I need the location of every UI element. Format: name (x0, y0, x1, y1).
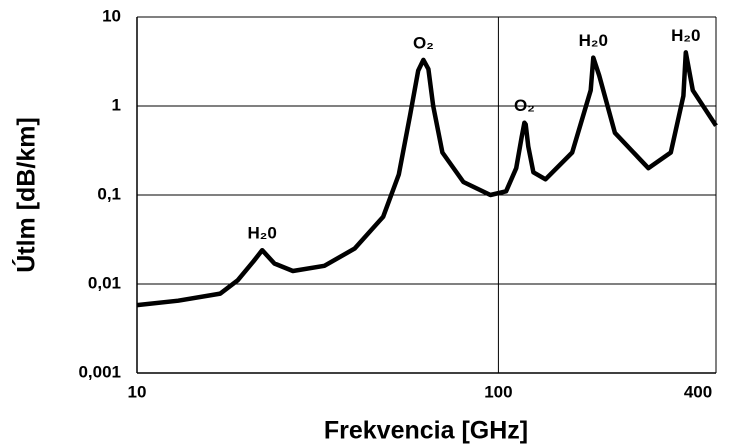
attenuation-line (136, 50, 718, 308)
y-tick-label: 1 (112, 95, 121, 114)
y-tick-label: 0,01 (88, 273, 121, 292)
x-tick-label: 100 (484, 382, 512, 401)
annotation: H₂0 (248, 224, 277, 243)
x-axis-title: Frekvencia [GHz] (324, 417, 528, 445)
annotation: O₂ (413, 33, 434, 52)
y-tick-label: 0,1 (97, 184, 121, 203)
annotation: O₂ (514, 96, 535, 115)
y-tick-label: 10 (102, 6, 121, 25)
annotation: H₂0 (671, 26, 700, 45)
x-tick-label: 400 (684, 382, 712, 401)
annotation: H₂0 (579, 31, 608, 50)
y-axis-title: Útlm [dB/km] (11, 117, 41, 273)
y-tick-label: 0,001 (78, 362, 121, 381)
x-tick-label: 10 (128, 382, 147, 401)
